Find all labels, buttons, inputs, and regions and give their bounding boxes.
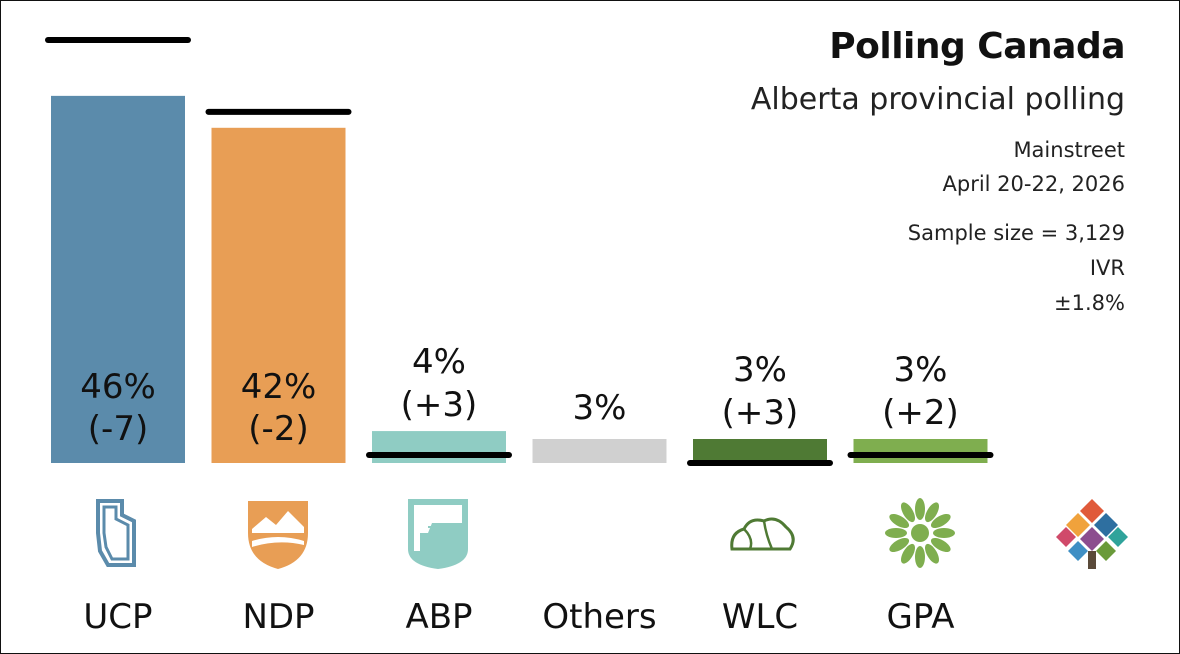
chart-subtitle: Alberta provincial polling (750, 82, 1125, 117)
category-label-ndp: NDP (242, 597, 314, 637)
polling-canada-logo-icon (1056, 499, 1128, 569)
change-label-wlc: (+3) (722, 393, 799, 433)
change-label-ndp: (-2) (248, 409, 308, 449)
margin-of-error: ±1.8% (1054, 291, 1125, 315)
ucp-logo-icon (96, 499, 136, 567)
change-label-abp: (+3) (401, 385, 478, 425)
poll-dates: April 20-22, 2026 (942, 172, 1126, 196)
value-label-abp: 4% (412, 342, 466, 382)
change-label-ucp: (-7) (88, 409, 148, 449)
category-label-abp: ABP (405, 597, 472, 637)
pollster-name: Mainstreet (1013, 138, 1125, 162)
change-label-gpa: (+2) (882, 393, 959, 433)
poll-method: IVR (1089, 256, 1125, 280)
bar-ucp (51, 95, 185, 464)
value-label-ndp: 42% (241, 367, 317, 407)
category-label-others: Others (542, 597, 656, 637)
bar-abp (372, 431, 506, 463)
ndp-logo-icon (248, 501, 308, 569)
gpa-logo-icon (885, 498, 955, 568)
bar-ndp (211, 127, 346, 463)
abp-logo-icon (408, 499, 468, 569)
value-label-wlc: 3% (733, 350, 787, 390)
category-label-ucp: UCP (83, 597, 152, 637)
sample-size: Sample size = 3,129 (907, 221, 1125, 245)
bar-others (532, 439, 667, 463)
bar-wlc (693, 439, 827, 463)
bar-gpa (853, 439, 988, 463)
value-label-others: 3% (573, 388, 627, 428)
category-label-gpa: GPA (887, 597, 955, 637)
value-label-gpa: 3% (894, 350, 948, 390)
value-label-ucp: 46% (80, 367, 156, 407)
category-label-wlc: WLC (722, 597, 798, 637)
wlc-logo-icon (730, 517, 795, 551)
chart-title: Polling Canada (829, 26, 1125, 67)
